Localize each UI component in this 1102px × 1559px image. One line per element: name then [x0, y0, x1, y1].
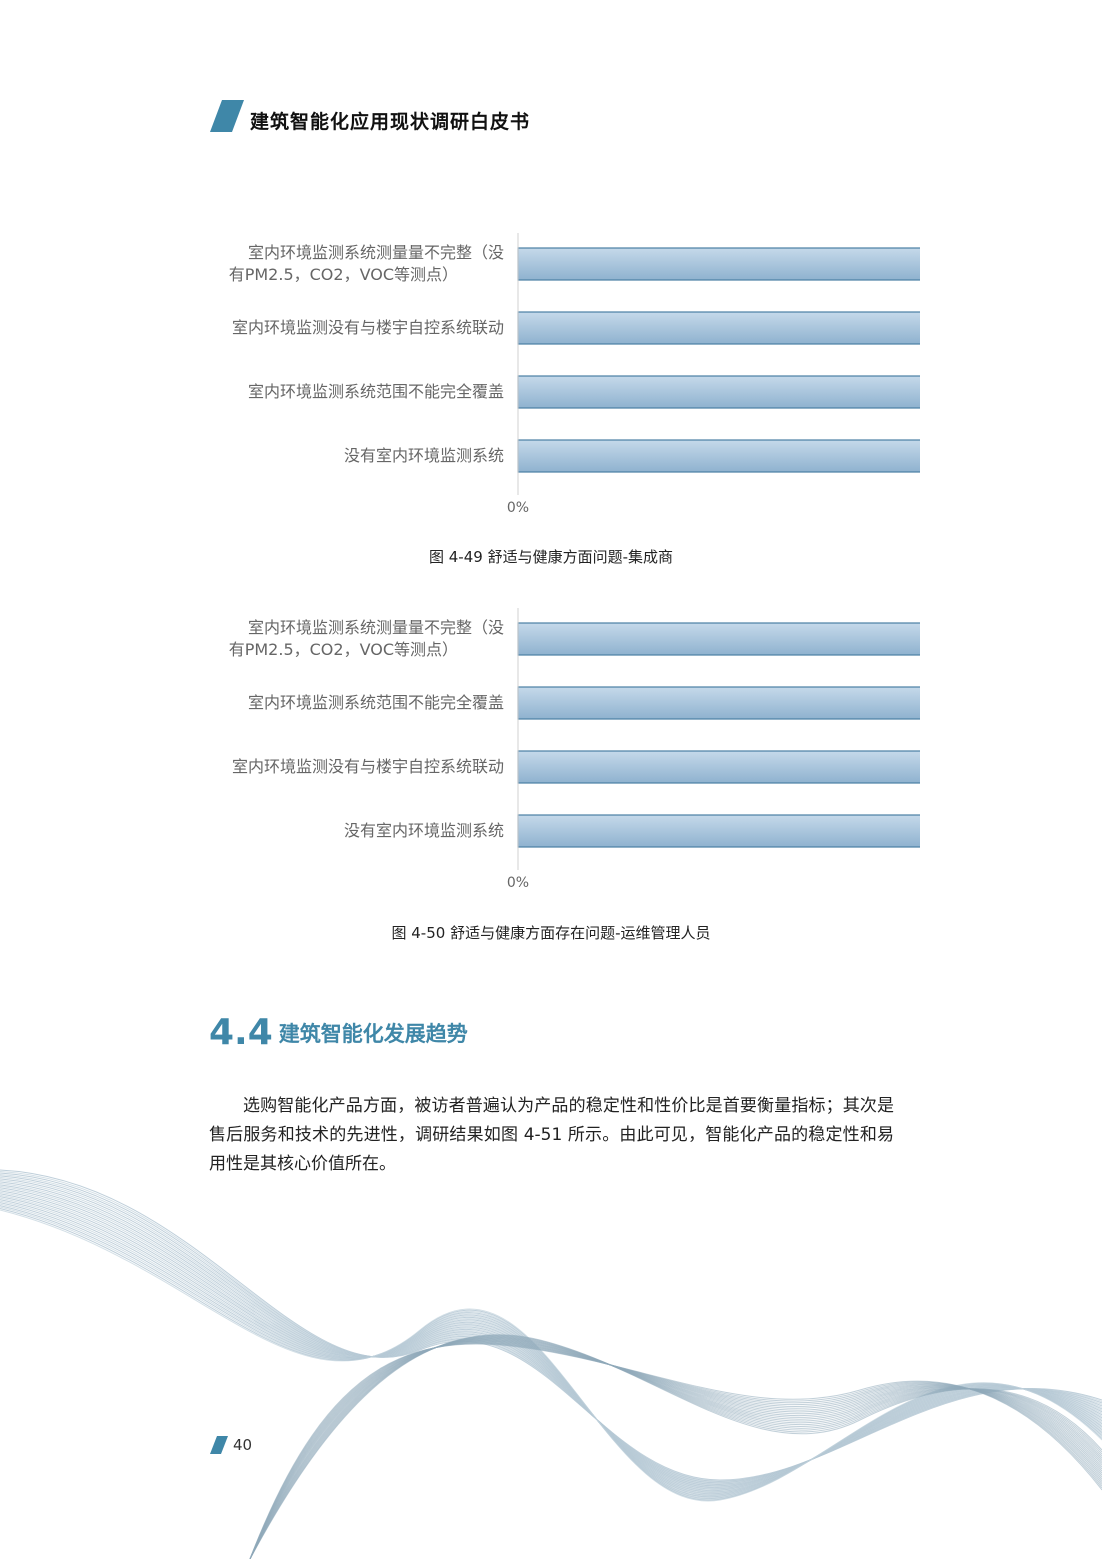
category-label: 室内环境监测没有与楼宇自控系统联动 [232, 757, 504, 776]
wave-line [249, 1343, 1102, 1559]
wave-line [249, 1334, 1102, 1559]
page-number: 40 [233, 1436, 253, 1454]
wave-line [249, 1335, 1102, 1559]
wave-line [0, 1190, 1102, 1491]
bar [517, 375, 920, 409]
category-label: 室内环境监测系统测量量不完整（没有PM2.5，CO2，VOC等测点） [229, 243, 504, 284]
wave-line [0, 1178, 1102, 1485]
figure-caption-4-50: 图 4-50 舒适与健康方面存在问题-运维管理人员 [391, 924, 711, 942]
body-paragraph: 选购智能化产品方面，被访者普遍认为产品的稳定性和性价比是首要衡量指标；其次是售后… [209, 1096, 894, 1174]
chart-operators: 0%10%20%30%40%50%60%56.80%室内环境监测系统测量量不完整… [229, 608, 920, 891]
category-label: 室内环境监测系统测量量不完整（没有PM2.5，CO2，VOC等测点） [229, 618, 504, 659]
chart-integrators: 0%10%20%30%40%50%60%70%60.45%室内环境监测系统测量量… [229, 233, 920, 516]
wave-line [0, 1209, 1102, 1502]
bar [517, 439, 920, 473]
figure-caption-4-49: 图 4-49 舒适与健康方面问题-集成商 [429, 548, 673, 566]
category-label: 室内环境监测系统范围不能完全覆盖 [248, 382, 504, 401]
section-title: 建筑智能化发展趋势 [278, 1021, 468, 1046]
section-number: 4.4 [209, 1012, 273, 1053]
wave-line [0, 1172, 1102, 1482]
wave-line [0, 1191, 1102, 1492]
wave-line [0, 1169, 1102, 1481]
header-title: 建筑智能化应用现状调研白皮书 [250, 111, 531, 133]
wave-line [0, 1175, 1102, 1484]
wave-line [0, 1185, 1102, 1489]
category-label: 室内环境监测没有与楼宇自控系统联动 [232, 318, 504, 337]
bar [517, 750, 920, 784]
wave-line [0, 1181, 1102, 1487]
category-label: 室内环境监测系统范围不能完全覆盖 [248, 693, 504, 712]
background-wave-lines [0, 1169, 1102, 1559]
wave-line [0, 1173, 1102, 1483]
wave-line [0, 1176, 1102, 1485]
category-label: 没有室内环境监测系统 [344, 821, 504, 840]
bar [517, 311, 920, 345]
category-label: 没有室内环境监测系统 [344, 446, 504, 465]
x-tick-label: 0% [507, 500, 529, 516]
header-slash-icon [210, 100, 244, 132]
footer-slash-icon [210, 1436, 228, 1454]
bar [517, 622, 920, 656]
x-tick-label: 0% [507, 875, 529, 891]
bar [517, 247, 920, 281]
bar [517, 686, 920, 720]
section-heading: 4.4 建筑智能化发展趋势 [209, 1012, 468, 1053]
bar [517, 814, 920, 848]
wave-line [249, 1334, 1102, 1559]
wave-line [0, 1179, 1102, 1486]
wave-line [0, 1170, 1102, 1482]
